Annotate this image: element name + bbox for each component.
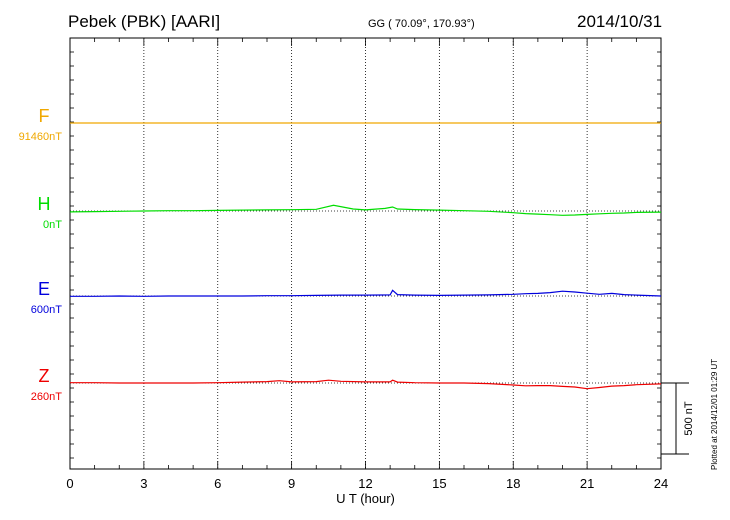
x-tick-label: 15: [432, 476, 446, 491]
x-tick-label: 18: [506, 476, 520, 491]
x-tick-label: 6: [214, 476, 221, 491]
x-tick-label: 0: [66, 476, 73, 491]
x-tick-label: 21: [580, 476, 594, 491]
x-tick-label: 9: [288, 476, 295, 491]
coordinates-label: GG ( 70.09°, 170.93°): [368, 18, 475, 30]
x-tick-label: 12: [358, 476, 372, 491]
station-title: Pebek (PBK) [AARI]: [68, 12, 221, 31]
series-z-line: [70, 379, 662, 390]
series-z-label: Z: [39, 366, 50, 386]
series-h-label: H: [38, 194, 51, 214]
series-e-baseline-label: 600nT: [31, 304, 62, 316]
x-tick-label: 3: [140, 476, 147, 491]
x-axis-label: U T (hour): [336, 491, 395, 506]
series-e-line: [70, 289, 662, 297]
series-h-line: [69, 204, 662, 216]
plotted-timestamp: Plotted at 2014/12/01 01:29 UT: [710, 358, 719, 470]
series-h-baseline-label: 0nT: [43, 219, 62, 231]
series-e-label: E: [38, 279, 50, 299]
x-tick-label: 24: [654, 476, 668, 491]
date-label: 2014/10/31: [577, 12, 663, 31]
scale-bar-label: 500 nT: [683, 401, 695, 436]
series-z-baseline-label: 260nT: [31, 391, 62, 403]
series-f-label: F: [39, 106, 50, 126]
series-f-baseline-label: 91460nT: [19, 131, 63, 143]
